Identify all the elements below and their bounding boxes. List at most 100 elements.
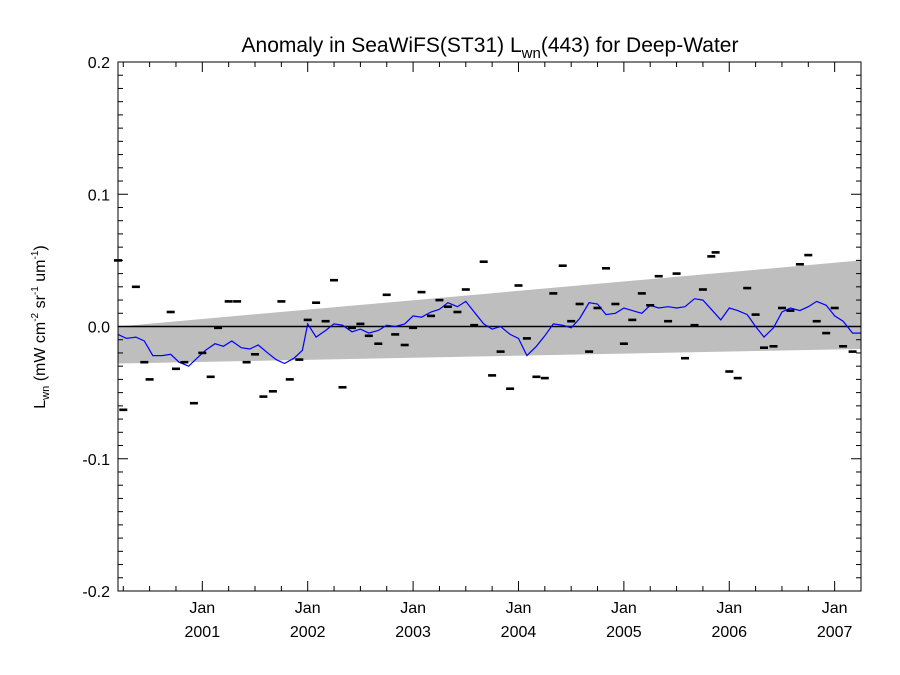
x-tick-label-year: 2006 bbox=[711, 624, 747, 641]
y-tick-label: 0.1 bbox=[88, 187, 110, 204]
data-point-82 bbox=[839, 345, 848, 348]
confidence-band bbox=[118, 260, 861, 364]
data-point-81 bbox=[830, 306, 839, 310]
data-point-56 bbox=[611, 302, 620, 306]
data-point-57 bbox=[619, 342, 628, 345]
data-point-4 bbox=[145, 378, 154, 381]
x-tick-label-month: Jan bbox=[611, 600, 637, 617]
data-point-29 bbox=[374, 342, 383, 345]
chart-title-subscript: wn bbox=[521, 45, 541, 62]
data-point-25 bbox=[338, 386, 347, 389]
series-line bbox=[117, 298, 861, 367]
line-series-layer bbox=[117, 298, 861, 367]
data-point-65 bbox=[690, 323, 699, 327]
data-point-60 bbox=[646, 304, 655, 307]
data-point-33 bbox=[409, 326, 418, 330]
data-point-13 bbox=[233, 300, 242, 303]
data-point-46 bbox=[522, 337, 531, 340]
data-point-35 bbox=[427, 314, 435, 318]
data-point-38 bbox=[453, 310, 462, 314]
data-point-64 bbox=[681, 356, 689, 360]
data-point-74 bbox=[769, 345, 778, 348]
data-point-67 bbox=[707, 255, 716, 258]
data-point-66 bbox=[698, 288, 707, 291]
x-tick-label-month: Jan bbox=[506, 600, 532, 617]
data-point-68 bbox=[711, 251, 720, 254]
x-tick-label-month: Jan bbox=[189, 600, 215, 617]
data-point-76 bbox=[786, 309, 795, 312]
x-tick-label-year: 2004 bbox=[501, 624, 537, 641]
y-tick-label: 0.0 bbox=[88, 320, 110, 337]
data-point-62 bbox=[664, 319, 673, 323]
data-point-16 bbox=[259, 395, 268, 398]
data-point-18 bbox=[277, 300, 286, 303]
data-point-45 bbox=[514, 284, 523, 287]
data-point-51 bbox=[567, 319, 576, 323]
data-point-40 bbox=[470, 323, 479, 327]
data-point-10 bbox=[206, 375, 215, 379]
data-point-71 bbox=[743, 286, 752, 290]
scatter-series-layer bbox=[114, 251, 857, 412]
data-point-36 bbox=[435, 298, 444, 302]
data-point-70 bbox=[733, 376, 742, 380]
data-point-17 bbox=[268, 390, 277, 393]
data-point-37 bbox=[443, 305, 452, 308]
data-point-61 bbox=[654, 274, 663, 278]
x-tick-labels: Jan 2001 Jan 2002 Jan 2003 Jan 2004 Jan 2005 Jan 20… bbox=[185, 600, 853, 641]
data-point-48 bbox=[540, 376, 549, 380]
data-point-6 bbox=[172, 367, 180, 371]
data-point-26 bbox=[348, 326, 356, 330]
data-point-43 bbox=[496, 350, 505, 353]
data-point-15 bbox=[251, 353, 259, 356]
data-point-42 bbox=[488, 374, 497, 377]
data-point-39 bbox=[461, 288, 470, 291]
data-point-28 bbox=[364, 334, 373, 338]
y-tick-label: 0.2 bbox=[88, 55, 110, 72]
data-point-7 bbox=[180, 360, 189, 364]
data-point-31 bbox=[391, 333, 400, 336]
band-layer bbox=[118, 260, 861, 364]
data-point-77 bbox=[795, 263, 804, 266]
y-tick-label: -0.2 bbox=[82, 584, 110, 601]
data-point-20 bbox=[295, 358, 304, 361]
data-point-5 bbox=[166, 310, 175, 314]
data-point-24 bbox=[330, 278, 338, 282]
data-point-80 bbox=[822, 331, 831, 335]
data-point-41 bbox=[479, 260, 488, 263]
y-tick-labels: 0.2 0.1 0.0 -0.1 -0.2 bbox=[82, 55, 110, 601]
chart-title: Anomaly in SeaWiFS(ST31) Lwn(443) for De… bbox=[242, 34, 739, 62]
data-point-50 bbox=[558, 264, 567, 267]
tick-layer bbox=[118, 61, 862, 592]
data-point-2 bbox=[131, 285, 140, 289]
data-point-58 bbox=[628, 318, 637, 322]
x-tick-label-month: Jan bbox=[400, 600, 426, 617]
data-point-12 bbox=[224, 300, 233, 303]
data-point-8 bbox=[189, 401, 198, 405]
x-tick-label-month: Jan bbox=[295, 600, 321, 617]
data-point-21 bbox=[303, 318, 312, 322]
data-point-23 bbox=[321, 319, 330, 323]
data-point-34 bbox=[417, 290, 426, 294]
data-point-78 bbox=[804, 253, 813, 257]
data-point-55 bbox=[602, 267, 610, 270]
data-point-75 bbox=[778, 306, 786, 310]
data-point-59 bbox=[637, 292, 646, 295]
data-point-72 bbox=[751, 313, 760, 316]
data-point-73 bbox=[760, 346, 768, 349]
data-point-32 bbox=[400, 343, 409, 347]
data-point-54 bbox=[593, 306, 602, 310]
data-point-49 bbox=[549, 292, 558, 295]
x-tick-label-year: 2005 bbox=[606, 624, 642, 641]
data-point-53 bbox=[585, 350, 594, 353]
data-point-83 bbox=[848, 350, 857, 353]
x-tick-label-year: 2002 bbox=[290, 624, 326, 641]
x-tick-label-month: Jan bbox=[822, 600, 848, 617]
data-point-14 bbox=[242, 360, 251, 364]
data-point-44 bbox=[506, 387, 515, 390]
data-point-1 bbox=[119, 408, 128, 412]
data-point-27 bbox=[356, 322, 365, 326]
data-point-69 bbox=[725, 370, 734, 373]
data-point-63 bbox=[672, 272, 681, 275]
data-point-9 bbox=[198, 351, 207, 355]
